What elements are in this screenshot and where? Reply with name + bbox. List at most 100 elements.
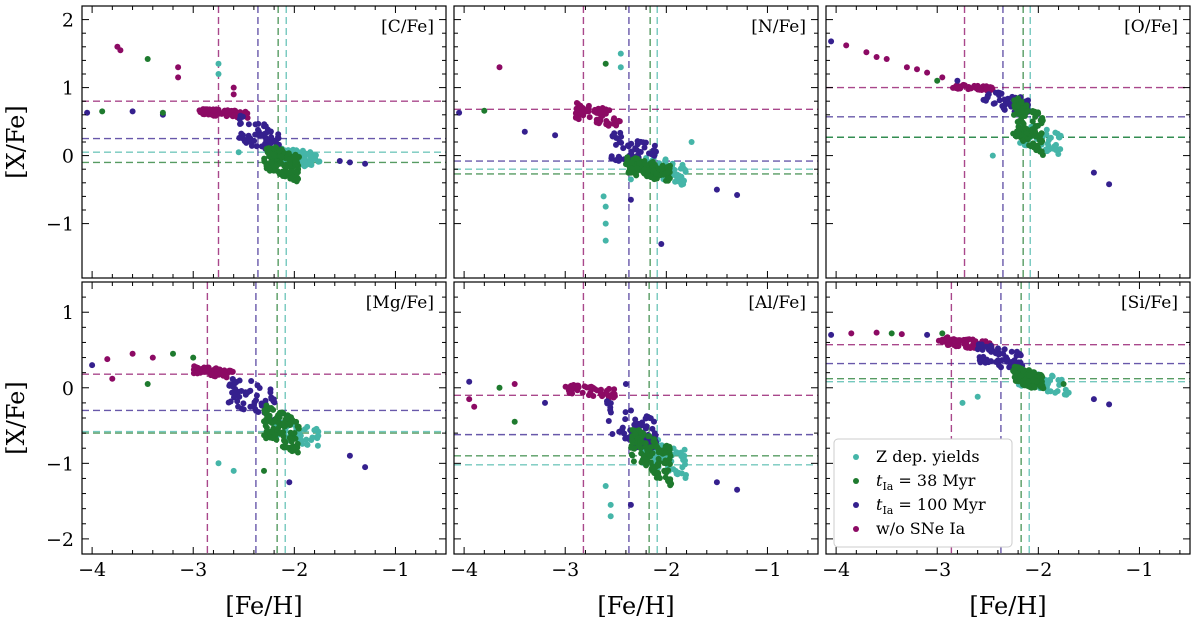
data-point-t38 [144, 381, 151, 387]
data-point-t100 [651, 147, 658, 154]
data-point-t100 [258, 402, 265, 409]
data-point-t100 [1106, 401, 1113, 408]
data-point-t100 [1008, 348, 1015, 355]
data-point-t100 [346, 159, 353, 166]
data-point-t100 [632, 416, 639, 423]
data-point-t38 [645, 433, 652, 440]
data-point-t100 [129, 108, 136, 115]
data-point-t38 [99, 108, 106, 115]
data-point-t100 [634, 138, 641, 145]
data-point-zdep [309, 434, 316, 441]
x-tick-label: −1 [753, 559, 781, 581]
data-point-t38 [1014, 118, 1021, 125]
data-point-zdep [307, 149, 314, 156]
data-point-t100 [622, 381, 629, 387]
data-point-nosn [598, 108, 605, 115]
data-point-t38 [647, 444, 654, 451]
data-point-nosn [466, 396, 473, 403]
data-point-t100 [991, 100, 998, 107]
data-point-t38 [638, 459, 645, 466]
x-axis-label: [Fe/H] [225, 592, 302, 620]
data-point-nosn [496, 64, 503, 71]
x-tick-label: −3 [179, 559, 207, 581]
data-point-t100 [651, 142, 658, 149]
legend-label: tIa = 38 Myr [876, 471, 976, 493]
data-point-t38 [1060, 381, 1067, 387]
data-point-zdep [1052, 389, 1059, 396]
y-tick-label: 2 [62, 10, 74, 32]
data-point-nosn [603, 390, 610, 397]
data-point-t100 [1005, 100, 1012, 107]
data-point-t38 [1032, 113, 1039, 120]
data-point-zdep [1055, 377, 1062, 383]
data-point-t100 [635, 420, 642, 427]
data-point-t100 [734, 486, 741, 493]
data-point-zdep [672, 468, 679, 474]
data-point-nosn [591, 386, 598, 393]
data-point-t100 [954, 77, 961, 84]
data-point-nosn [898, 331, 905, 338]
data-point-t38 [1011, 374, 1018, 381]
data-point-t38 [648, 466, 655, 472]
data-point-t100 [466, 378, 473, 385]
legend-marker [853, 502, 859, 508]
x-axis-label: [Fe/H] [597, 592, 674, 620]
data-point-nosn [976, 85, 983, 92]
data-point-t100 [619, 424, 626, 431]
data-point-t100 [259, 131, 266, 138]
data-point-nosn [579, 389, 586, 396]
data-point-t38 [190, 354, 197, 361]
data-point-t38 [1011, 111, 1017, 118]
y-axis-label: [X/Fe] [2, 105, 30, 178]
data-point-zdep [688, 139, 695, 145]
data-point-nosn [206, 106, 213, 113]
data-point-zdep [607, 501, 614, 508]
data-point-t38 [289, 417, 296, 423]
data-point-nosn [603, 118, 610, 124]
data-point-t38 [292, 445, 299, 452]
axis-labels-group: [X/Fe] [X/Fe] [Fe/H] [Fe/H] [Fe/H] [2, 105, 1047, 620]
x-tick-label: −1 [1125, 559, 1153, 581]
data-point-zdep [602, 220, 609, 227]
x-tick-label: −3 [923, 559, 951, 581]
data-point-nosn [216, 110, 223, 117]
data-point-t38 [1022, 125, 1028, 132]
data-point-t100 [613, 141, 619, 148]
data-point-t100 [1025, 97, 1031, 104]
x-tick-label: −2 [280, 559, 308, 581]
panel-nfe: [N/Fe] [453, 5, 819, 279]
data-point-t38 [654, 461, 661, 468]
plot-area [82, 6, 446, 278]
data-point-t38 [659, 162, 666, 169]
data-point-t100 [362, 464, 369, 471]
data-point-nosn [602, 106, 609, 113]
data-point-zdep [1044, 148, 1051, 154]
data-point-t38 [1026, 372, 1033, 379]
data-point-zdep [1045, 137, 1052, 143]
data-point-t100 [246, 135, 253, 142]
data-point-t38 [888, 330, 895, 337]
data-point-t38 [285, 150, 292, 157]
data-point-t100 [268, 134, 275, 141]
data-point-zdep [299, 437, 305, 444]
data-point-t100 [542, 399, 548, 406]
legend-label: Z dep. yields [876, 447, 980, 466]
data-point-t38 [640, 454, 647, 461]
data-point-t38 [649, 450, 656, 457]
data-point-zdep [1044, 388, 1051, 395]
data-point-t38 [638, 429, 645, 436]
data-point-t100 [651, 152, 658, 159]
x-tick-label: −2 [652, 559, 680, 581]
data-point-nosn [175, 64, 182, 71]
data-point-t38 [268, 159, 275, 166]
data-point-t100 [609, 431, 616, 437]
panel-alfe: −4 −3 −2 −1 [Al/Fe] [450, 281, 819, 581]
data-point-t38 [1032, 133, 1039, 140]
data-point-t38 [1024, 108, 1031, 115]
data-point-nosn [575, 116, 582, 123]
data-point-t38 [1018, 99, 1025, 106]
data-point-t100 [975, 342, 982, 349]
data-point-nosn [873, 329, 880, 336]
data-point-t100 [622, 409, 629, 416]
data-point-nosn [586, 114, 593, 121]
